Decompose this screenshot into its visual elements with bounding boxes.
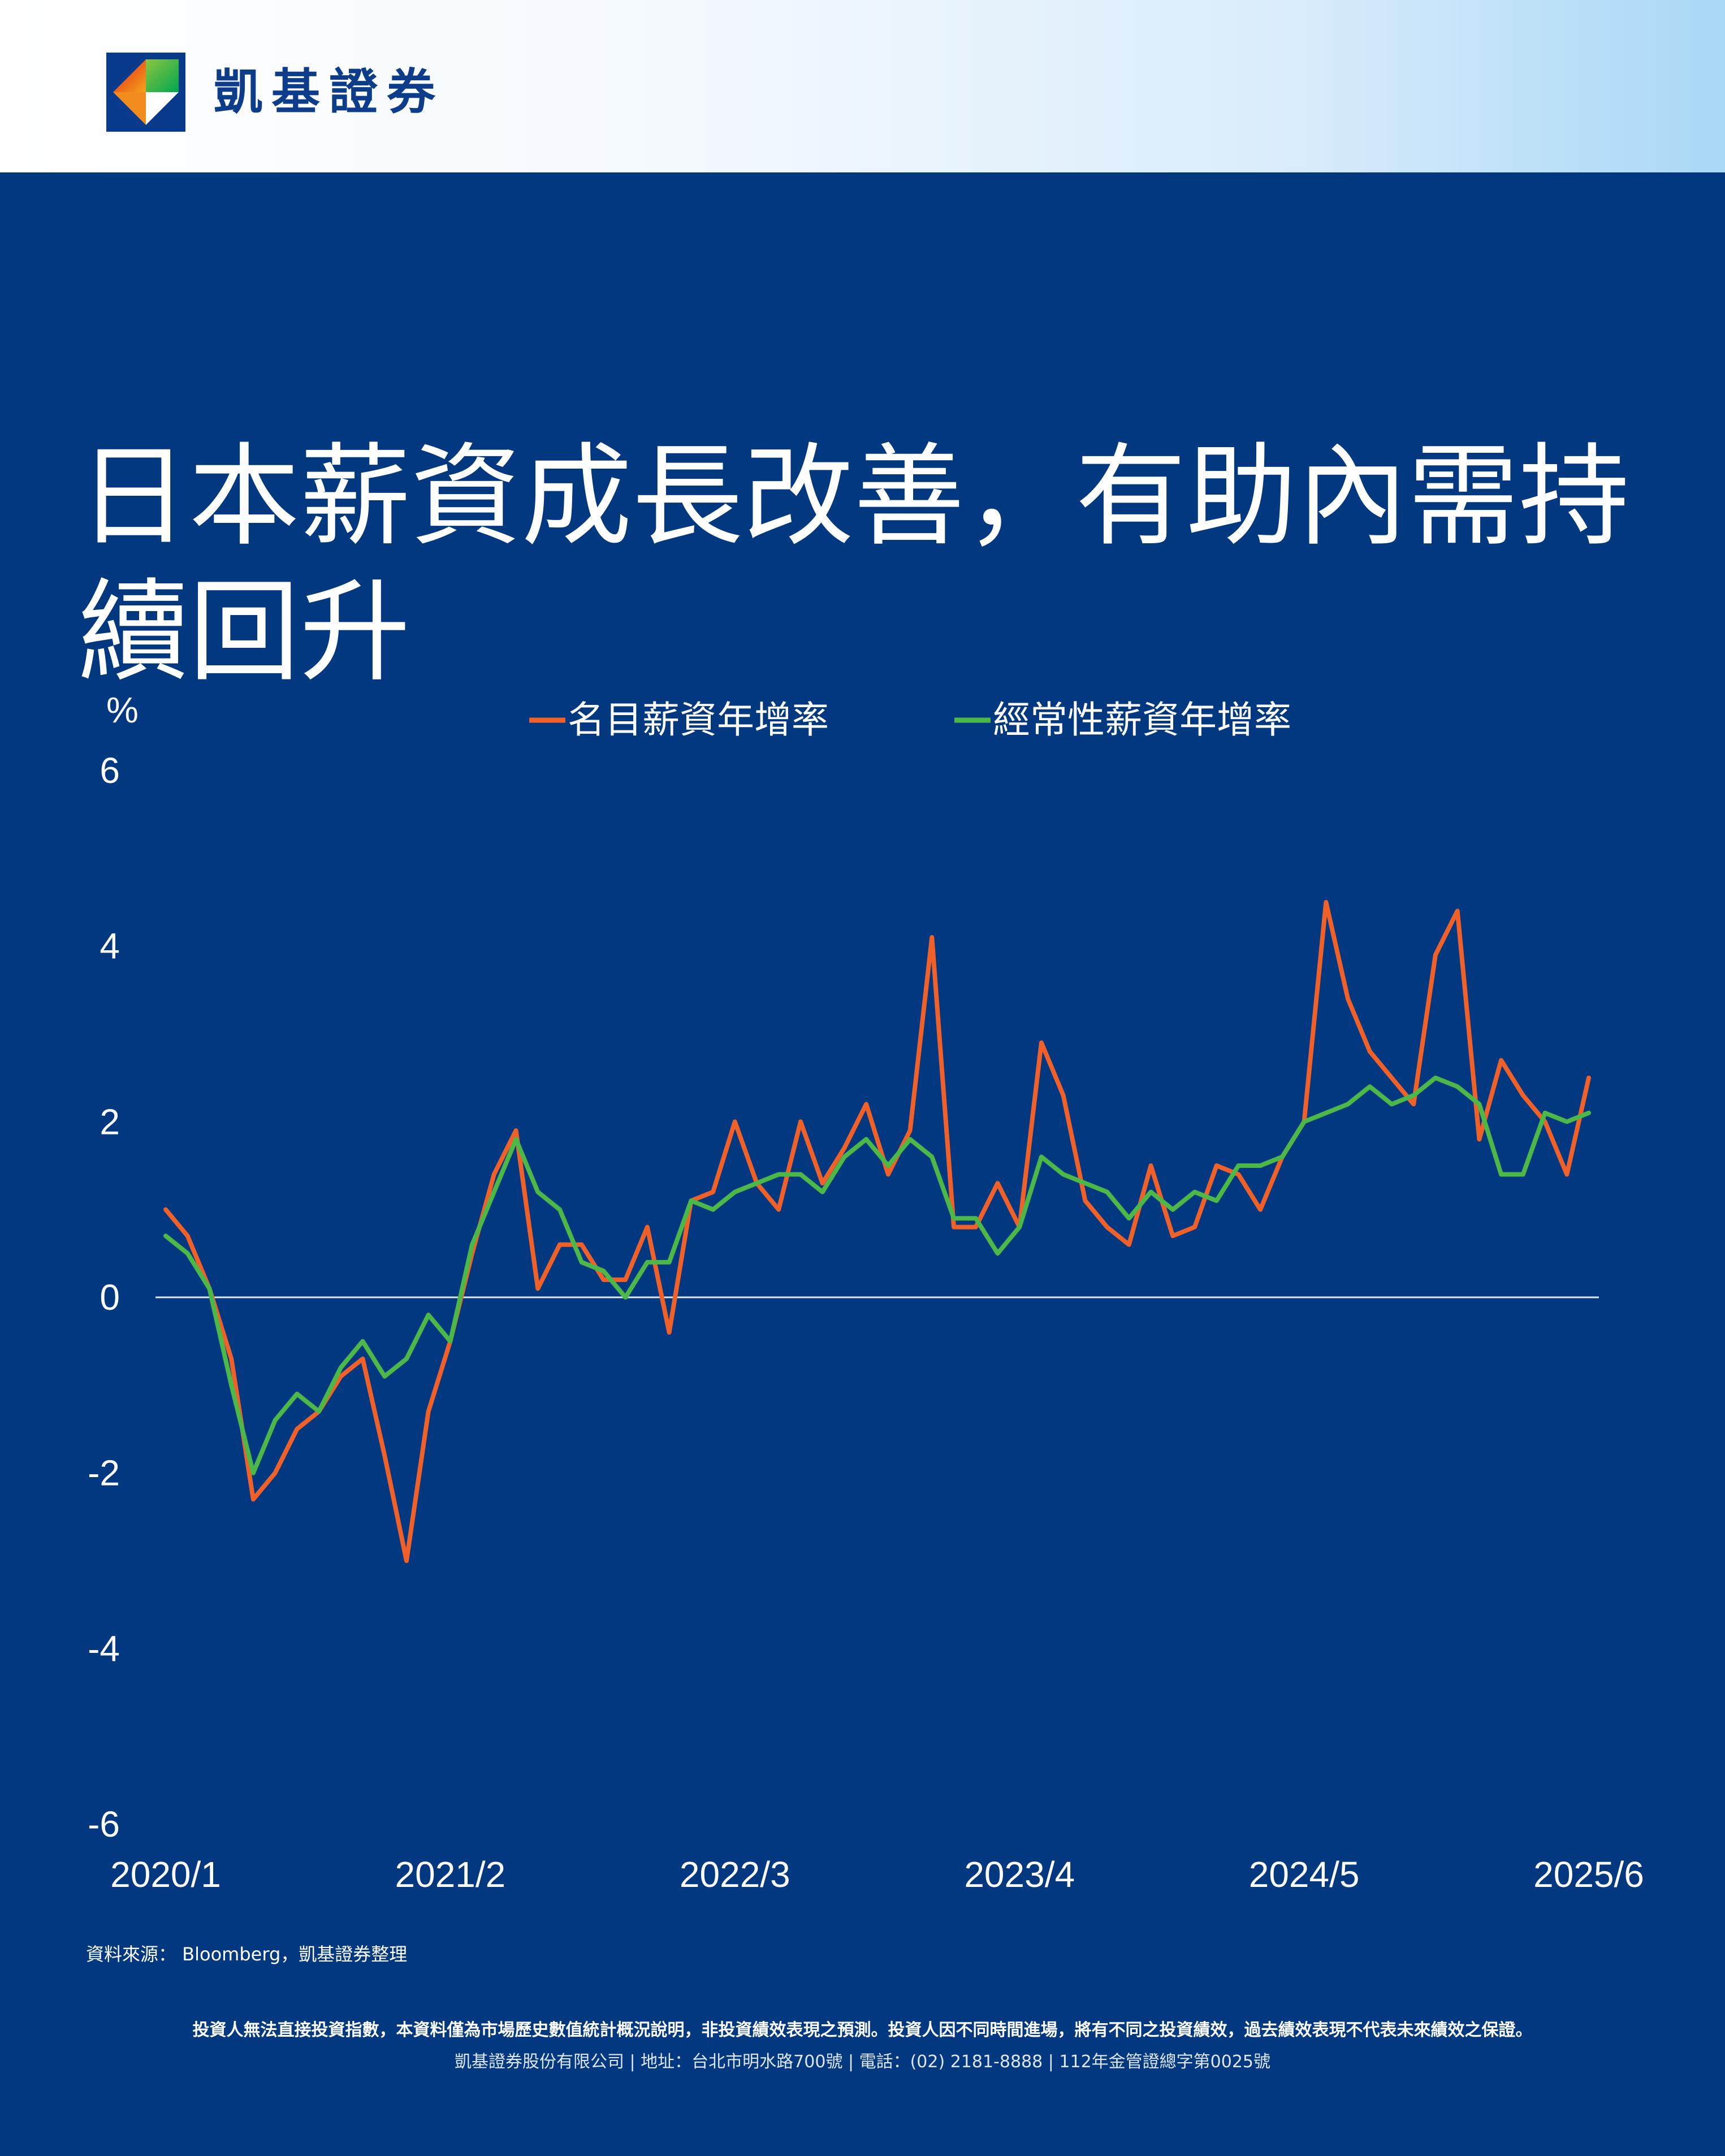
legend: 名目薪資年增率 經常性薪資年增率 — [529, 698, 1291, 742]
y-tick-label: -2 — [88, 1453, 120, 1493]
legend-label-regular: 經常性薪資年增率 — [993, 698, 1291, 742]
x-tick-label: 2025/6 — [1533, 1854, 1644, 1895]
legend-label-nominal: 名目薪資年增率 — [568, 698, 829, 742]
brand-name: 凱基證券 — [214, 64, 444, 120]
x-tick-label: 2021/2 — [395, 1854, 506, 1895]
y-tick-label: 4 — [100, 926, 120, 967]
page-title: 日本薪資成長改善，有助內需持續回升 — [78, 432, 1630, 698]
y-tick-label: 2 — [100, 1101, 120, 1142]
x-axis-ticks: 2020/1 2021/2 2022/3 2023/4 2024/5 2025/6 — [110, 1854, 1644, 1895]
y-tick-label: -6 — [88, 1804, 120, 1845]
data-source-note: 資料來源： Bloomberg，凱基證券整理 — [86, 1943, 408, 1965]
y-tick-label: 6 — [100, 750, 120, 791]
y-axis-unit: % — [106, 690, 139, 730]
x-tick-label: 2024/5 — [1249, 1854, 1360, 1895]
x-tick-label: 2022/3 — [680, 1854, 790, 1895]
company-info: 凱基證券股份有限公司 | 地址：台北市明水路700號 | 電話：(02) 218… — [454, 2052, 1271, 2072]
series-line-nominal — [163, 900, 1591, 1563]
disclaimer-text: 投資人無法直接投資指數，本資料僅為市場歷史數值統計概況說明，非投資績效表現之預測… — [192, 2020, 1533, 2040]
brand-logo-icon — [106, 53, 185, 132]
series-lines — [163, 900, 1591, 1563]
header-banner: 凱基證券 — [0, 0, 1725, 172]
y-axis-ticks: 6 4 2 0 -2 -4 -6 — [88, 750, 120, 1845]
x-tick-label: 2020/1 — [110, 1854, 221, 1895]
x-tick-label: 2023/4 — [964, 1854, 1075, 1895]
y-tick-label: 0 — [100, 1277, 120, 1318]
series-line-regular — [163, 1075, 1591, 1475]
y-tick-label: -4 — [88, 1628, 120, 1669]
